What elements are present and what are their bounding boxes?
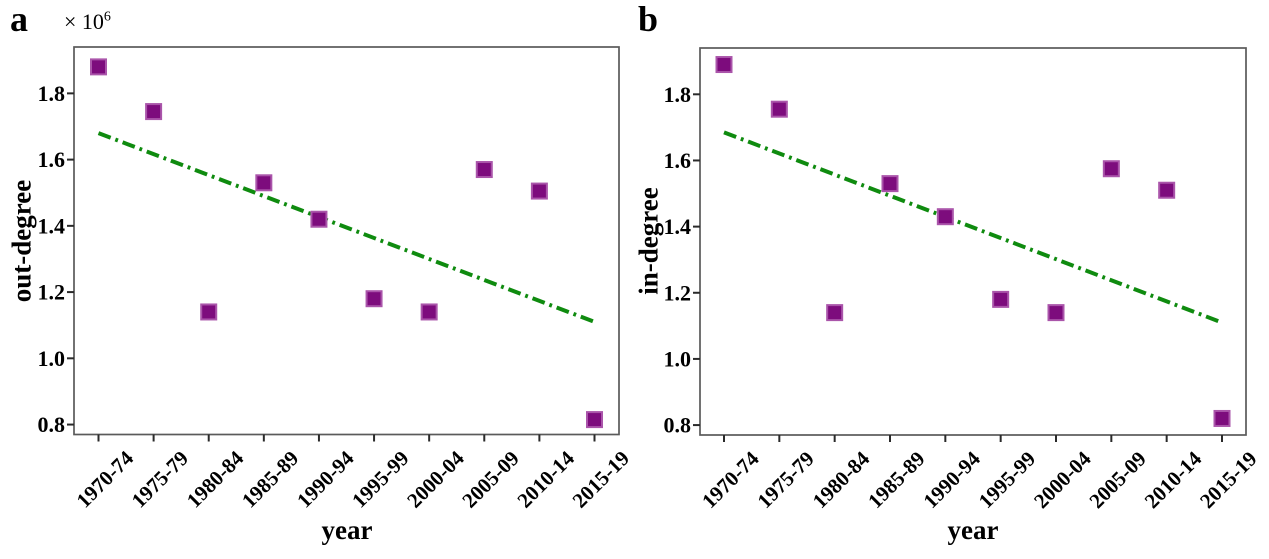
y-tick-label: 1.4 bbox=[38, 213, 66, 238]
x-tick-label: 2005-09 bbox=[1084, 447, 1150, 513]
data-point-marker bbox=[145, 103, 163, 121]
x-tick-label: 1985-89 bbox=[863, 447, 929, 513]
x-tick-label: 1985-89 bbox=[237, 446, 303, 512]
data-point-marker bbox=[365, 290, 383, 308]
panel-b-plot: 0.81.01.21.41.61.81970-741975-791980-841… bbox=[664, 47, 1262, 513]
data-point-marker bbox=[826, 304, 844, 322]
y-tick-label: 1.6 bbox=[38, 147, 66, 172]
data-point-marker bbox=[1102, 160, 1120, 178]
y-tick-label: 1.8 bbox=[664, 82, 692, 107]
data-point-marker bbox=[1213, 409, 1231, 427]
y-tick-label: 1.4 bbox=[664, 214, 692, 239]
trend-line bbox=[97, 131, 596, 324]
plot-border bbox=[73, 46, 620, 436]
y-tick-label: 1.8 bbox=[38, 81, 66, 106]
data-point-marker bbox=[310, 210, 328, 228]
data-point-marker bbox=[770, 100, 788, 118]
y-tick-label: 1.0 bbox=[38, 346, 66, 371]
data-point-marker bbox=[715, 56, 733, 74]
data-point-marker bbox=[881, 175, 899, 193]
data-point-marker bbox=[530, 182, 548, 200]
data-point-marker bbox=[936, 208, 954, 226]
x-tick-label: 1990-94 bbox=[918, 446, 985, 513]
x-axis-label-year-a: year bbox=[321, 515, 373, 545]
y-tick-label: 1.2 bbox=[38, 280, 66, 305]
data-point-marker bbox=[255, 174, 273, 192]
y-axis-offset-label: × 106 bbox=[64, 9, 111, 35]
x-tick-label: 1975-79 bbox=[752, 447, 818, 513]
y-tick-label: 1.0 bbox=[664, 346, 692, 371]
data-point-marker bbox=[1047, 304, 1065, 322]
data-point-marker bbox=[1158, 181, 1176, 199]
x-tick-label: 2015-19 bbox=[568, 446, 634, 512]
x-tick-label: 1980-84 bbox=[182, 446, 249, 513]
y-tick-label: 0.8 bbox=[38, 412, 66, 437]
x-axis-label-year-b: year bbox=[947, 515, 999, 545]
x-tick-label: 1970-74 bbox=[697, 446, 764, 513]
data-point-marker bbox=[475, 161, 493, 179]
data-point-marker bbox=[420, 303, 438, 321]
x-tick-label: 2000-04 bbox=[1029, 446, 1096, 513]
panel-a-plot: 0.81.01.21.41.61.81970-741975-791980-841… bbox=[38, 46, 634, 513]
x-tick-label: 1980-84 bbox=[808, 446, 875, 513]
x-tick-label: 2010-14 bbox=[512, 446, 579, 513]
y-tick-label: 0.8 bbox=[664, 413, 692, 438]
panel-b-letter: b bbox=[638, 0, 659, 39]
data-point-marker bbox=[992, 290, 1010, 308]
x-tick-label: 1970-74 bbox=[72, 446, 139, 513]
x-tick-label: 1975-79 bbox=[127, 446, 193, 512]
x-tick-label: 1995-99 bbox=[974, 447, 1040, 513]
x-tick-label: 2015-19 bbox=[1195, 447, 1261, 513]
x-tick-label: 1990-94 bbox=[292, 446, 359, 513]
trend-line bbox=[723, 130, 1223, 325]
y-axis-offset-base: × 10 bbox=[64, 9, 104, 34]
y-axis-offset-exponent: 6 bbox=[103, 9, 111, 25]
x-tick-label: 2005-09 bbox=[457, 446, 523, 512]
x-tick-label: 2010-14 bbox=[1140, 446, 1207, 513]
y-tick-label: 1.6 bbox=[664, 148, 692, 173]
panel-a-letter: a bbox=[10, 0, 28, 39]
y-tick-label: 1.2 bbox=[664, 280, 692, 305]
data-point-marker bbox=[200, 303, 218, 321]
data-point-marker bbox=[586, 411, 603, 429]
plot-border bbox=[699, 47, 1247, 436]
x-tick-label: 2000-04 bbox=[402, 446, 469, 513]
x-tick-label: 1995-99 bbox=[347, 446, 413, 512]
data-point-marker bbox=[90, 58, 107, 76]
